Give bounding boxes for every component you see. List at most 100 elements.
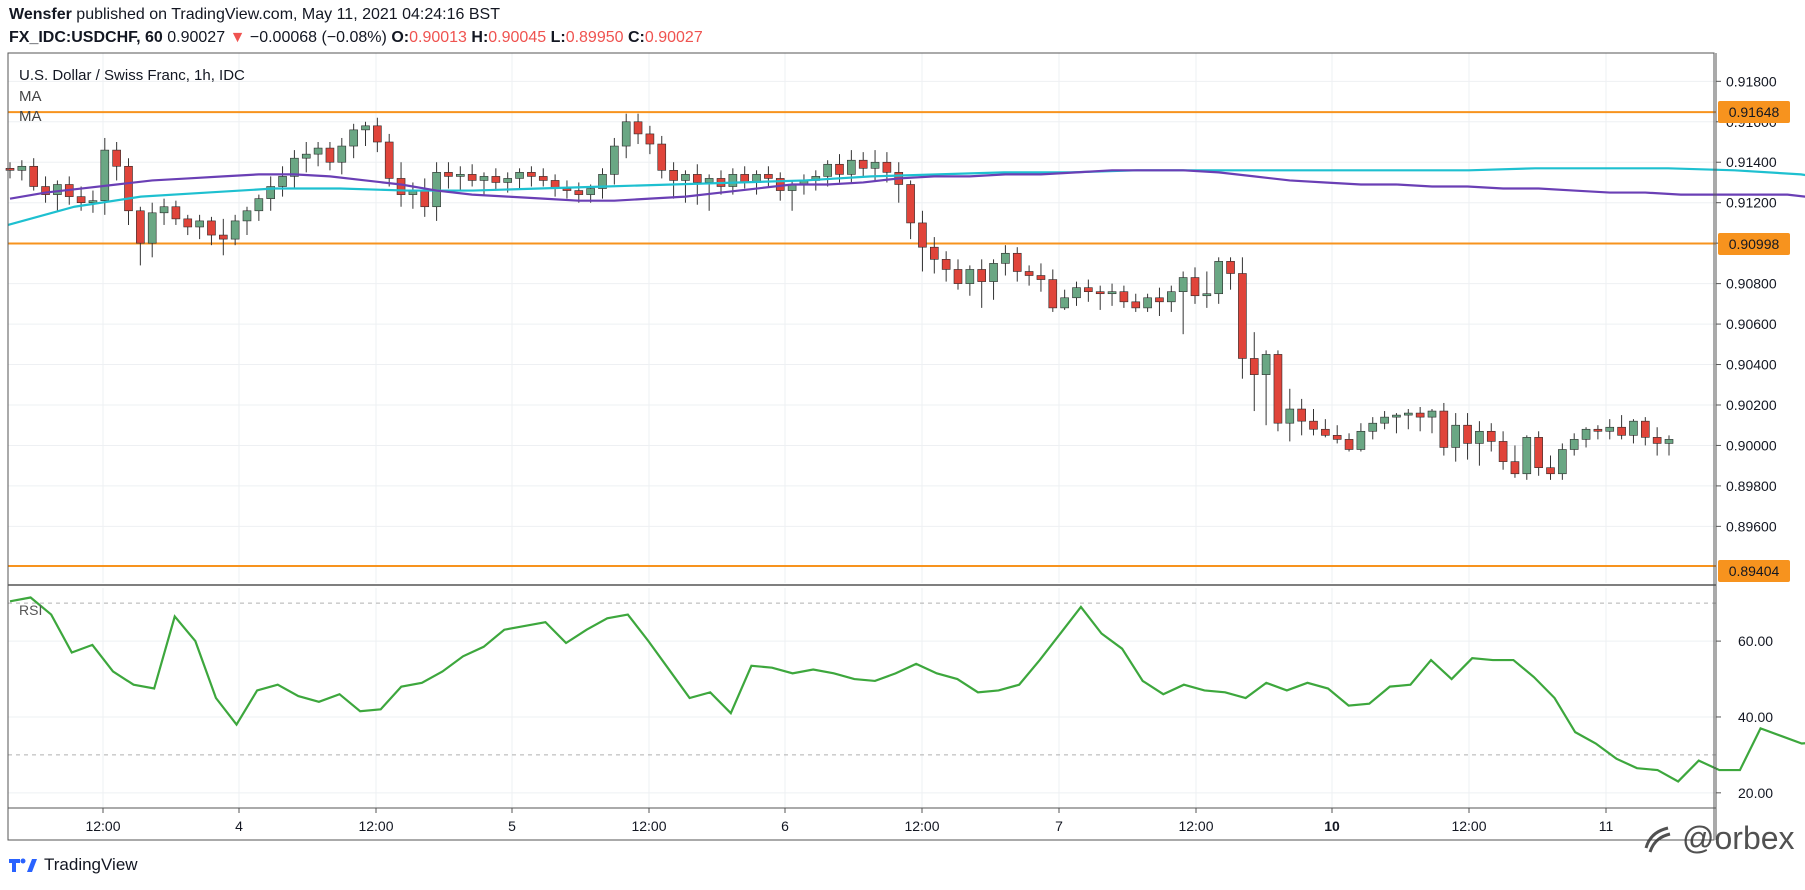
candle-down — [1273, 354, 1283, 424]
candle-up — [1404, 412, 1413, 416]
candle-down — [1321, 428, 1330, 436]
candle-up — [1060, 297, 1069, 309]
price-tick-label: 0.89600 — [1726, 518, 1777, 534]
rsi-tick-label: 40.00 — [1738, 709, 1773, 725]
close-value: 0.90027 — [644, 29, 703, 46]
candle-up — [1356, 430, 1366, 450]
candle-up — [1072, 287, 1081, 299]
candle-down — [1309, 420, 1318, 430]
candle-down — [1534, 437, 1543, 468]
candle-up — [266, 186, 276, 199]
candle-down — [325, 147, 335, 163]
time-tick-label: 6 — [781, 818, 789, 834]
candle-down — [467, 174, 477, 181]
candle-up — [455, 174, 465, 177]
candle-up — [1664, 439, 1674, 444]
candle-down — [1617, 426, 1626, 436]
candle-up — [17, 165, 27, 171]
ma-slow-line — [7, 167, 1805, 227]
candle-down — [491, 176, 501, 183]
candle-down — [420, 190, 430, 208]
candle-down — [918, 222, 927, 248]
ma-label-2[interactable]: MA — [19, 108, 42, 125]
candle-up — [1605, 426, 1615, 432]
candle-down — [953, 269, 963, 284]
candle-up — [823, 163, 832, 177]
candle-up — [965, 269, 975, 284]
candle-up — [989, 263, 998, 282]
candle-down — [882, 161, 892, 173]
candle-down — [657, 143, 667, 171]
low-value: 0.89950 — [565, 29, 624, 46]
candle-down — [1155, 297, 1164, 303]
candle-up — [1392, 414, 1401, 418]
candle-down — [1344, 439, 1354, 450]
candle-down — [5, 168, 15, 171]
tradingview-logo-icon — [9, 858, 37, 872]
tradingview-brand[interactable]: TradingView — [8, 855, 138, 875]
candle-down — [136, 210, 145, 244]
candle-down — [29, 165, 39, 187]
candle-up — [586, 188, 595, 195]
candle-up — [254, 198, 264, 212]
candle-down — [41, 186, 50, 195]
candle-up — [1214, 261, 1223, 295]
time-tick-label: 12:00 — [358, 818, 393, 834]
time-tick-label: 10 — [1324, 818, 1340, 834]
price-tick-label: 0.91200 — [1726, 195, 1777, 211]
last-price: 0.90027 — [167, 29, 226, 46]
candle-down — [384, 141, 394, 179]
price-tick-label: 0.90400 — [1726, 357, 1777, 373]
down-arrow-icon: ▼ — [229, 29, 246, 46]
candle-up — [503, 178, 513, 183]
price-axis: 0.918000.916000.914000.912000.910000.908… — [1716, 73, 1777, 534]
time-tick-label: 11 — [1599, 818, 1614, 834]
candle-up — [349, 129, 358, 147]
candle-down — [1024, 271, 1034, 276]
publish-info: Wensfer published on TradingView.com, Ma… — [9, 6, 500, 24]
candle-down — [1297, 408, 1306, 422]
symbol-label: FX_IDC:USDCHF, 60 — [9, 29, 163, 46]
candle-up — [1001, 252, 1010, 264]
candle-up — [1107, 291, 1117, 295]
author-name[interactable]: Wensfer — [9, 6, 72, 23]
rsi-tick-label: 60.00 — [1738, 633, 1773, 649]
rsi-label[interactable]: RSI — [19, 602, 43, 618]
candle-down — [574, 190, 584, 195]
candle-up — [1558, 449, 1567, 475]
price-tick-label: 0.90200 — [1726, 397, 1777, 413]
time-tick-label: 12:00 — [904, 818, 939, 834]
open-label: O: — [391, 29, 410, 46]
price-tick-label: 0.91800 — [1726, 73, 1777, 89]
rsi-tick-label: 20.00 — [1738, 785, 1773, 801]
candle-down — [692, 174, 702, 183]
candle-up — [290, 157, 299, 177]
open-value: 0.90013 — [409, 29, 467, 46]
ma-label-1[interactable]: MA — [19, 88, 42, 105]
candle-up — [704, 178, 714, 183]
candle-down — [1048, 279, 1058, 309]
candle-down — [112, 149, 121, 167]
time-axis: 12:00 4 12:00 5 12:00 6 12:00 7 12:00 10 12:00 11 — [85, 808, 1613, 834]
candle-down — [183, 218, 193, 228]
candle-down — [1238, 273, 1247, 359]
candle-up — [1285, 408, 1295, 424]
candle-up — [1380, 416, 1389, 424]
candle-down — [527, 172, 536, 177]
candle-down — [1084, 287, 1093, 293]
candle-up — [1581, 428, 1591, 440]
candle-up — [847, 159, 856, 175]
candle-down — [1332, 435, 1342, 440]
candle-down — [941, 259, 951, 270]
time-tick-label: 12:00 — [85, 818, 120, 834]
ma-fast-line — [9, 169, 1805, 202]
published-text: published on TradingView.com, May 11, 20… — [76, 6, 500, 23]
candle-up — [278, 176, 287, 187]
candle-up — [1475, 430, 1484, 444]
candle-down — [1498, 441, 1508, 462]
time-tick-label: 12:00 — [631, 818, 666, 834]
price-tick-label: 0.90800 — [1726, 276, 1777, 292]
candle-up — [230, 220, 240, 240]
high-label: H: — [471, 29, 489, 46]
